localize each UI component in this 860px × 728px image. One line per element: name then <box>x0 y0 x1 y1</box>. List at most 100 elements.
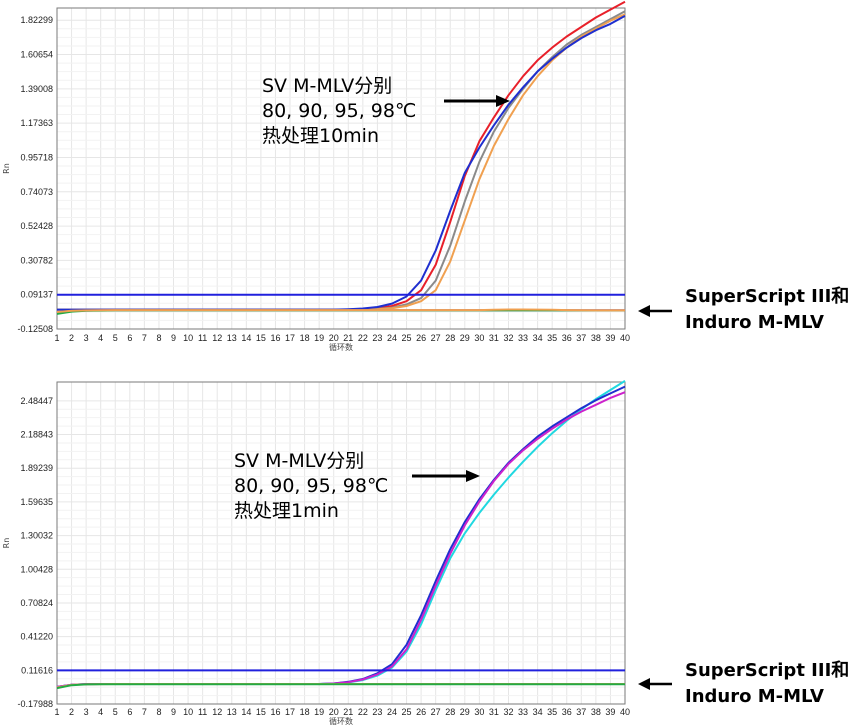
annotation-arrow-head <box>466 470 480 482</box>
y-tick-label: -0.12508 <box>17 324 53 334</box>
x-tick-label: 21 <box>343 333 353 343</box>
x-tick-label: 13 <box>227 707 237 717</box>
x-tick-label: 22 <box>358 333 368 343</box>
side-arrow-head <box>638 305 650 317</box>
side-label-text: SuperScript III和 <box>685 286 849 307</box>
y-tick-label: 0.95718 <box>20 152 53 162</box>
y-axis-title: Rn <box>2 538 11 549</box>
x-tick-label: 24 <box>387 333 397 343</box>
x-tick-label: 23 <box>372 333 382 343</box>
y-axis-title: Rn <box>2 163 11 174</box>
x-tick-label: 12 <box>212 333 222 343</box>
x-tick-label: 30 <box>474 707 484 717</box>
x-tick-label: 9 <box>171 707 176 717</box>
x-tick-label: 33 <box>518 707 528 717</box>
x-tick-label: 39 <box>605 333 615 343</box>
chart-panel-2: 1 2 3 4 5 6 7 8 9 10 11 12 13 14 15 16 17 18 19 20 21 22 23 24 2… <box>2 380 849 726</box>
x-tick-label: 33 <box>518 333 528 343</box>
x-tick-label: 31 <box>489 333 499 343</box>
y-tick-label: 0.52428 <box>20 221 53 231</box>
y-tick-label: 0.74073 <box>20 187 53 197</box>
y-tick-label: 2.18843 <box>20 430 53 440</box>
plot-area <box>56 381 626 705</box>
x-tick-label: 19 <box>314 707 324 717</box>
annotation-text: 80, 90, 95, 98℃ <box>262 100 416 122</box>
x-tick-label: 35 <box>547 333 557 343</box>
y-tick-label: 1.30032 <box>20 531 53 541</box>
x-tick-label: 38 <box>591 333 601 343</box>
x-tick-label: 32 <box>503 333 513 343</box>
x-tick-label: 28 <box>445 707 455 717</box>
x-tick-label: 4 <box>98 707 103 717</box>
x-axis-title: 循环数 <box>329 716 353 726</box>
y-tick-label: -0.17988 <box>17 699 53 709</box>
side-arrow-head <box>638 678 650 690</box>
x-tick-label: 25 <box>402 707 412 717</box>
x-tick-label: 2 <box>69 333 74 343</box>
x-tick-label: 17 <box>285 707 295 717</box>
x-tick-label: 22 <box>358 707 368 717</box>
x-tick-label: 29 <box>460 707 470 717</box>
x-tick-label: 35 <box>547 707 557 717</box>
x-tick-label: 7 <box>142 707 147 717</box>
x-tick-label: 6 <box>127 707 132 717</box>
x-tick-label: 26 <box>416 333 426 343</box>
x-tick-label: 4 <box>98 333 103 343</box>
x-tick-label: 36 <box>562 707 572 717</box>
x-tick-label: 34 <box>533 707 543 717</box>
annotation-arrow-head <box>496 95 510 107</box>
x-axis-title: 循环数 <box>329 342 353 352</box>
x-tick-label: 5 <box>113 707 118 717</box>
x-tick-label: 40 <box>620 707 630 717</box>
x-tick-label: 16 <box>270 333 280 343</box>
plot-frame <box>56 381 626 705</box>
y-tick-label: 1.82299 <box>20 15 53 25</box>
x-tick-label: 3 <box>84 333 89 343</box>
y-tick-label: 0.30782 <box>20 255 53 265</box>
x-tick-label: 37 <box>576 333 586 343</box>
x-tick-label: 16 <box>270 707 280 717</box>
side-label-text: Induro M-MLV <box>685 686 824 707</box>
x-tick-label: 28 <box>445 333 455 343</box>
x-tick-label: 8 <box>156 333 161 343</box>
x-tick-label: 37 <box>576 707 586 717</box>
x-tick-label: 19 <box>314 333 324 343</box>
x-tick-label: 8 <box>156 707 161 717</box>
x-tick-label: 17 <box>285 333 295 343</box>
x-tick-label: 11 <box>198 333 207 343</box>
x-tick-label: 7 <box>142 333 147 343</box>
x-tick-label: 36 <box>562 333 572 343</box>
plot-area <box>56 7 626 330</box>
x-tick-label: 21 <box>343 707 353 717</box>
x-tick-label: 5 <box>113 333 118 343</box>
x-tick-label: 27 <box>431 707 441 717</box>
x-tick-label: 32 <box>503 707 513 717</box>
annotation-text: SV M-MLV分别 <box>262 75 392 97</box>
x-tick-label: 13 <box>227 333 237 343</box>
y-tick-label: 0.09137 <box>20 290 53 300</box>
x-tick-label: 34 <box>533 333 543 343</box>
y-tick-label: 2.48447 <box>20 396 53 406</box>
x-tick-label: 15 <box>256 707 266 717</box>
y-tick-label: 0.41220 <box>20 632 53 642</box>
x-tick-label: 25 <box>402 333 412 343</box>
side-label-text: Induro M-MLV <box>685 312 824 333</box>
x-tick-label: 23 <box>372 707 382 717</box>
x-tick-label: 14 <box>241 707 251 717</box>
y-tick-label: 1.89239 <box>20 463 53 473</box>
x-tick-label: 40 <box>620 333 630 343</box>
y-tick-label: 1.59635 <box>20 497 53 507</box>
x-tick-label: 38 <box>591 707 601 717</box>
x-tick-label: 14 <box>241 333 251 343</box>
x-tick-label: 10 <box>183 707 193 717</box>
annotation-text: 80, 90, 95, 98℃ <box>234 475 388 497</box>
chart-panel-1: 1 2 3 4 5 6 7 8 9 10 11 12 13 14 15 16 17 18 19 20 21 22 23 24 2… <box>2 0 849 352</box>
x-tick-label: 29 <box>460 333 470 343</box>
x-tick-label: 2 <box>69 707 74 717</box>
x-tick-label: 20 <box>329 707 339 717</box>
annotation-text: 热处理1min <box>234 500 339 522</box>
x-tick-label: 18 <box>300 707 310 717</box>
x-tick-label: 1 <box>54 707 59 717</box>
x-tick-label: 15 <box>256 333 266 343</box>
